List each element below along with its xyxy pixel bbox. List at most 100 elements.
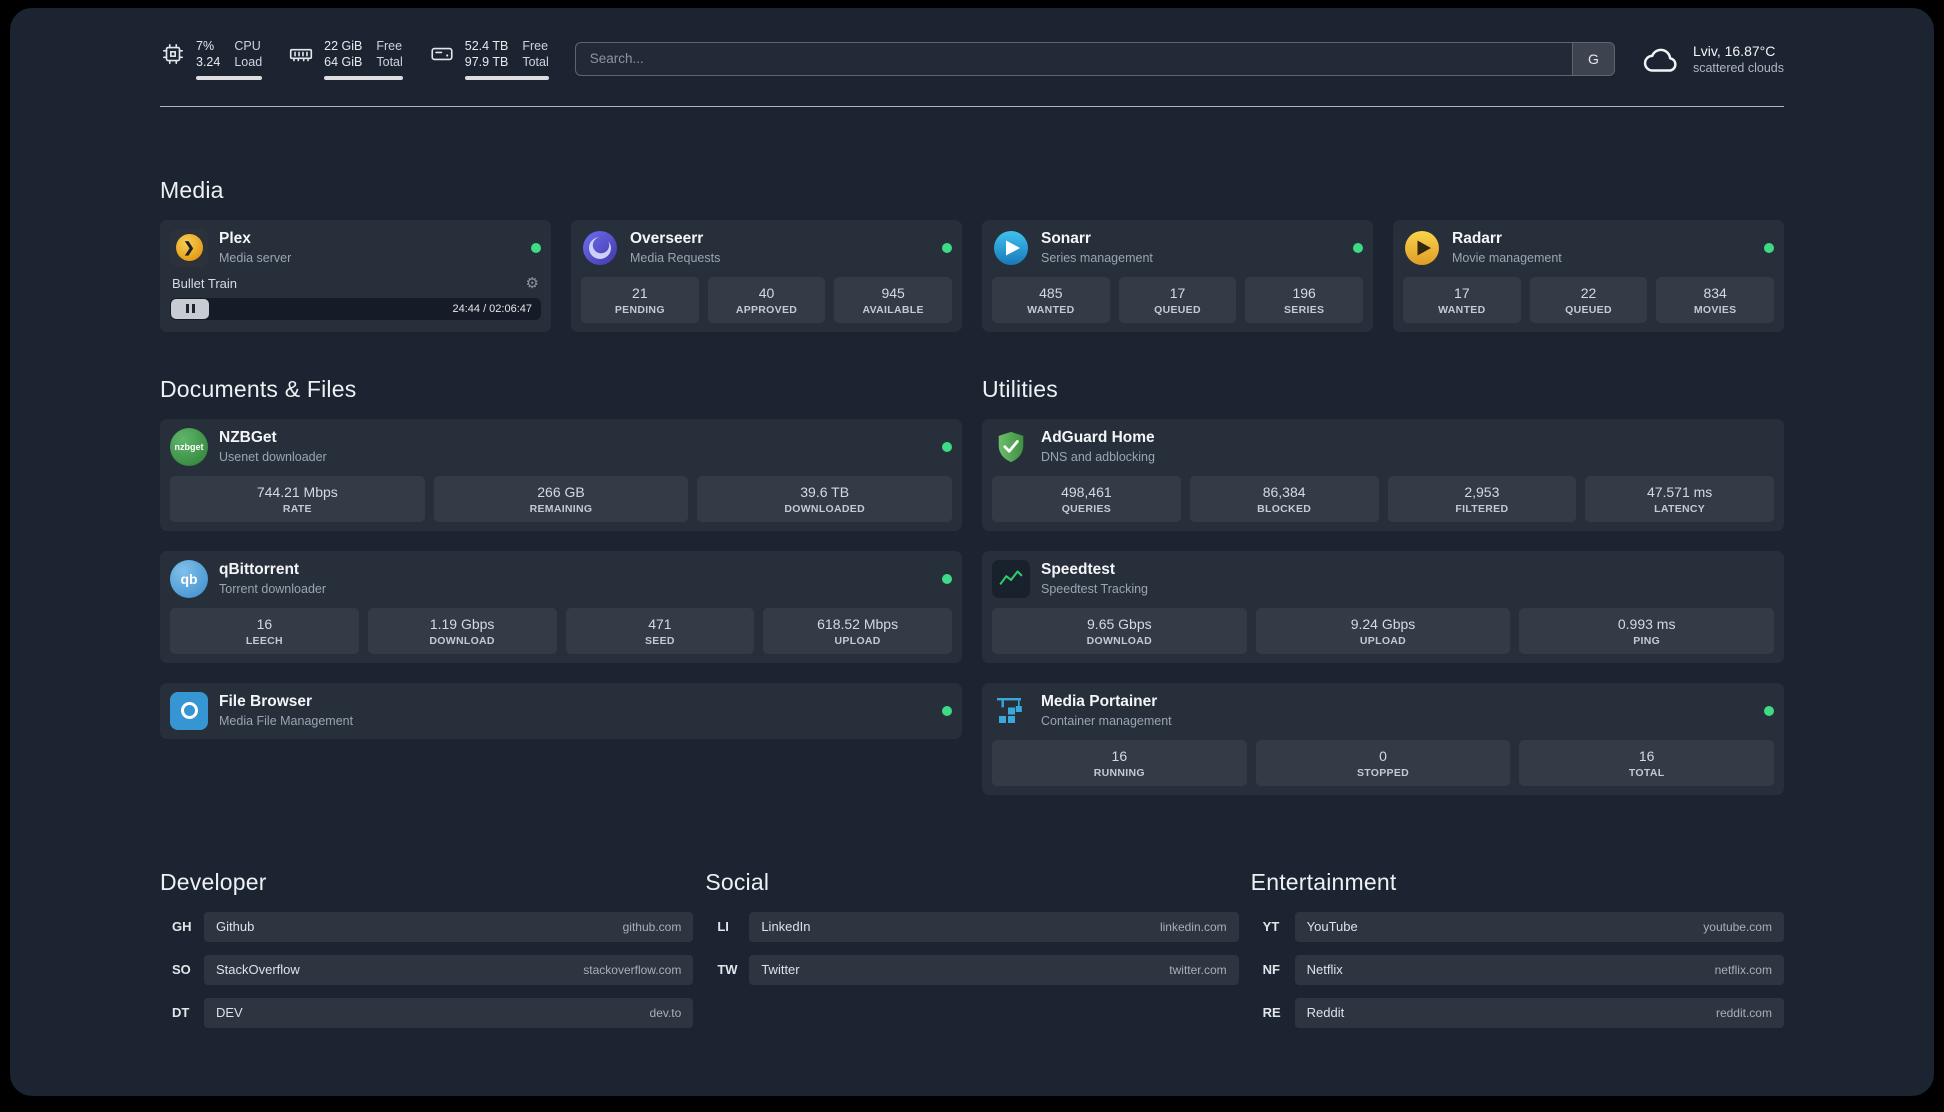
cpu-widget: 7% 3.24 CPU Load [160,38,263,80]
bookmark-name: LinkedIn [761,919,811,934]
radarr-icon [1403,229,1441,267]
stat-leech: 16 LEECH [170,607,359,654]
bookmark-abbr: NF [1262,962,1280,977]
memory-usage-bar [324,75,403,80]
stat-label: REMAINING [529,502,593,515]
stat-label: BLOCKED [1257,502,1312,515]
header-divider [160,105,1784,107]
bookmark-github[interactable]: GH Github github.com [160,911,694,942]
service-title: Sonarr [1041,230,1091,248]
service-card-overseerr[interactable]: Overseerr Media Requests 21 PENDING 40 A… [571,219,962,332]
pause-button[interactable] [171,298,209,319]
search-input[interactable] [575,42,1572,75]
stat-stopped: 0 STOPPED [1255,739,1511,786]
stat-value: 40 [758,284,775,301]
stat-downloaded: 39.6 TB DOWNLOADED [697,475,952,522]
section-media: Media Plex Media server Bullet Train [160,177,1784,332]
media-grid: Plex Media server Bullet Train 24:44 / 0… [160,219,1784,332]
sonarr-icon [992,229,1030,267]
stat-series: 196 SERIES [1245,276,1363,323]
bookmark-linkedin[interactable]: LI LinkedIn linkedin.com [705,911,1239,942]
bookmark-url: netflix.com [1714,962,1772,977]
now-playing-title: Bullet Train [172,275,238,291]
service-card-adguard[interactable]: AdGuard Home DNS and adblocking 498,461 … [982,418,1784,531]
cloud-icon [1641,42,1681,76]
bookmark-url: reddit.com [1715,1005,1772,1020]
bookmark-url: twitter.com [1169,962,1227,977]
service-title: Radarr [1452,230,1502,248]
service-subtitle: DNS and adblocking [1041,449,1155,464]
bookmark-group-social: Social LI LinkedIn linkedin.com TW Twitt… [705,868,1239,998]
stat-queries: 498,461 QUERIES [992,475,1181,522]
stat-label: DOWNLOAD [1086,634,1153,647]
search-provider-button[interactable]: G [1571,42,1614,75]
search-bar: G [574,41,1615,76]
memory-free-label: Free [376,39,403,53]
service-card-plex[interactable]: Plex Media server Bullet Train 24:44 / 0… [160,219,551,332]
service-card-qbittorrent[interactable]: qb qBittorrent Torrent downloader 16 [160,550,962,663]
stat-value: 485 [1039,284,1063,301]
overseerr-icon [581,229,619,267]
status-dot [1764,705,1774,716]
stat-label: MOVIES [1693,303,1737,316]
disk-usage-bar [464,75,549,80]
adguard-icon [992,428,1030,466]
service-card-sonarr[interactable]: Sonarr Series management 485 WANTED 17 Q… [982,219,1373,332]
disk-widget: 52.4 TB 97.9 TB Free Total [429,38,549,80]
qbittorrent-icon: qb [170,559,208,598]
cpu-percent: 7% [196,39,215,53]
topbar: 7% 3.24 CPU Load [160,38,1784,80]
service-subtitle: Container management [1041,713,1172,728]
stat-label: TOTAL [1628,766,1665,779]
bookmark-reddit[interactable]: RE Reddit reddit.com [1251,997,1784,1028]
bookmark-netflix[interactable]: NF Netflix netflix.com [1251,954,1784,985]
memory-widget: 22 GiB 64 GiB Free Total [288,38,403,80]
service-subtitle: Media server [219,250,292,265]
gear-icon[interactable] [526,276,539,291]
stat-upload: 9.24 Gbps UPLOAD [1255,607,1511,654]
bookmark-abbr: SO [172,962,191,977]
dashboard: 7% 3.24 CPU Load [10,8,1934,1096]
section-header-developer: Developer [160,868,267,895]
status-dot [942,705,952,716]
memory-free-value: 22 GiB [324,39,363,53]
service-card-radarr[interactable]: Radarr Movie management 17 WANTED 22 QUE… [1393,219,1784,332]
bookmarks-area: Developer GH Github github.com SO StackO… [160,869,1784,1041]
media-progress-bar[interactable]: 24:44 / 02:06:47 [170,297,541,320]
status-dot [1764,242,1774,253]
service-card-speedtest[interactable]: Speedtest Speedtest Tracking 9.65 Gbps D… [982,550,1784,663]
section-header-media: Media [160,176,224,203]
two-column-area: Documents & Files nzbget NZBGet Usenet d… [160,376,1784,795]
bookmark-stackoverflow[interactable]: SO StackOverflow stackoverflow.com [160,954,694,985]
service-card-filebrowser[interactable]: File Browser Media File Management [160,682,962,739]
service-card-portainer[interactable]: Media Portainer Container management 16 … [982,682,1784,795]
stat-value: 498,461 [1061,483,1112,500]
qbittorrent-icon-text: qb [180,570,198,587]
stat-pending: 21 PENDING [581,276,699,323]
status-dot [942,242,952,253]
weather-location: Lviv, 16.87°C [1692,42,1776,59]
status-dot [531,242,541,253]
disk-total-label: Total [522,55,549,70]
service-subtitle: Speedtest Tracking [1041,581,1149,596]
stat-value: 17 [1169,284,1186,301]
bookmark-dev[interactable]: DT DEV dev.to [160,997,694,1028]
bookmark-name: Twitter [761,962,800,977]
section-header-entertainment: Entertainment [1250,868,1397,895]
stat-value: 47.571 ms [1646,483,1713,500]
service-card-nzbget[interactable]: nzbget NZBGet Usenet downloader 744.21 M… [160,418,962,531]
stat-rate: 744.21 Mbps RATE [170,475,425,522]
bookmark-twitter[interactable]: TW Twitter twitter.com [705,954,1239,985]
service-subtitle: Usenet downloader [219,449,327,464]
bookmark-url: dev.to [649,1005,682,1020]
speedtest-icon [992,559,1030,598]
bookmark-youtube[interactable]: YT YouTube youtube.com [1251,911,1784,942]
stat-wanted: 17 WANTED [1403,276,1521,323]
cpu-label: CPU [234,39,261,53]
stat-total: 16 TOTAL [1519,739,1774,786]
weather-widget: Lviv, 16.87°C scattered clouds [1641,42,1784,76]
section-header-social: Social [705,868,770,895]
disk-icon [429,41,455,67]
cpu-usage-bar [196,75,263,80]
nzbget-icon-text: nzbget [174,441,204,452]
